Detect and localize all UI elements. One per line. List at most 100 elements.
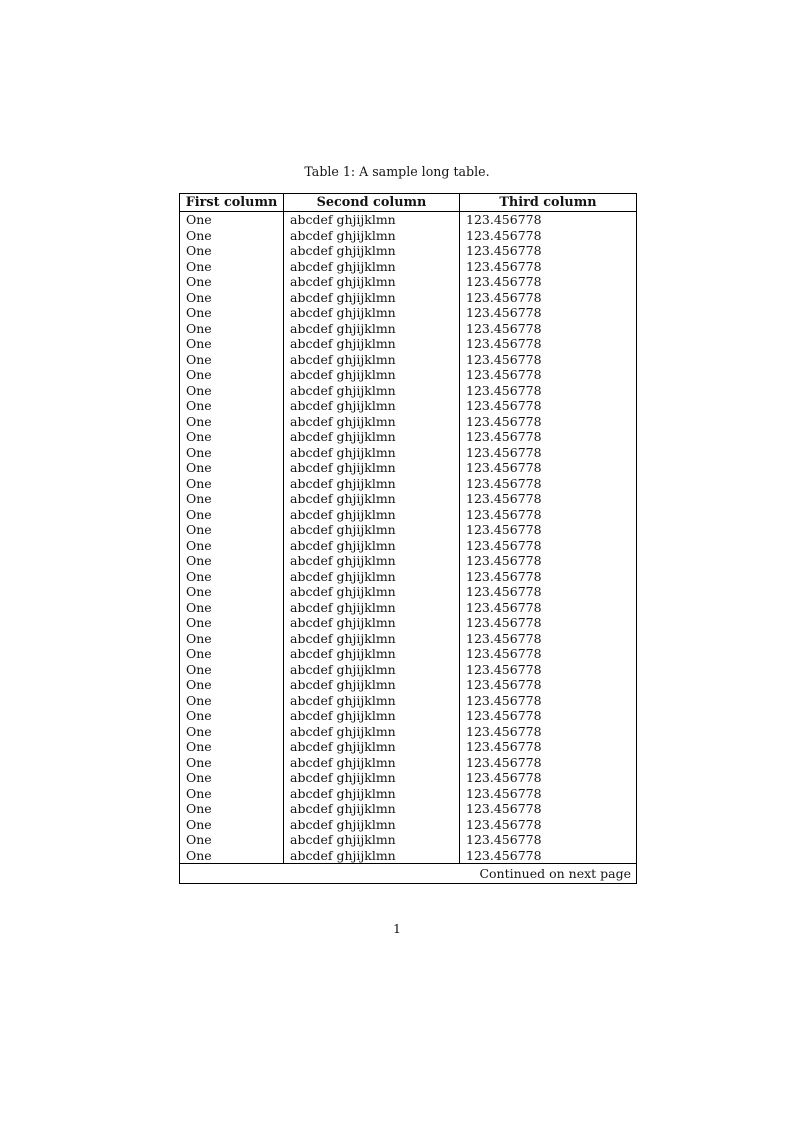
- table-cell-third: 123.456778: [459, 568, 637, 584]
- table-row: One abcdef ghjijklmn 123.456778: [180, 258, 637, 274]
- table-cell-first: One: [186, 692, 212, 708]
- table-cell-third: 123.456778: [459, 506, 637, 522]
- table-cell-third: 123.456778: [459, 785, 637, 801]
- table-cell-first: One: [186, 382, 212, 398]
- table-cell-third: 123.456778: [459, 382, 637, 398]
- table-cell-third: 123.456778: [459, 460, 637, 476]
- table-cell-third: 123.456778: [459, 258, 637, 274]
- table-cell-second: abcdef ghjijklmn: [283, 553, 460, 569]
- table-cell-first: One: [186, 522, 212, 537]
- table-cell-first: One: [186, 274, 212, 289]
- table-cell-third: 123.456778: [459, 832, 637, 848]
- table-row: One abcdef ghjijklmn 123.456778: [180, 553, 637, 569]
- table-cell-third: 123.456778: [459, 723, 637, 739]
- table-body: One abcdef ghjijklmn 123.456778 One abcd…: [180, 211, 637, 864]
- table-row: One abcdef ghjijklmn 123.456778: [180, 460, 637, 476]
- table-cell-third: 123.456778: [459, 475, 637, 491]
- table-cell-second: abcdef ghjijklmn: [283, 289, 460, 305]
- table-cell-second: abcdef ghjijklmn: [283, 677, 460, 693]
- table-cell-third: 123.456778: [459, 305, 637, 321]
- table-cell-second: abcdef ghjijklmn: [283, 336, 460, 352]
- table-cell-third: 123.456778: [459, 599, 637, 615]
- table-cell-third: 123.456778: [459, 708, 637, 724]
- table-cell-third: 123.456778: [459, 553, 637, 569]
- table-cell-second: abcdef ghjijklmn: [283, 274, 460, 290]
- table-cell-second: abcdef ghjijklmn: [283, 367, 460, 383]
- table-cell-second: abcdef ghjijklmn: [283, 382, 460, 398]
- table-cell-third: 123.456778: [459, 801, 637, 817]
- table-cell-second: abcdef ghjijklmn: [283, 770, 460, 786]
- table-row: One abcdef ghjijklmn 123.456778: [180, 770, 637, 786]
- table-cell-first: One: [186, 785, 212, 801]
- table-row: One abcdef ghjijklmn 123.456778: [180, 832, 637, 848]
- table-cell-third: 123.456778: [459, 398, 637, 414]
- table-cell-third: 123.456778: [459, 847, 637, 864]
- table-cell-third: 123.456778: [459, 289, 637, 305]
- table-cell-first: One: [186, 568, 212, 584]
- table-row: One abcdef ghjijklmn 123.456778: [180, 522, 637, 538]
- table-cell-second: abcdef ghjijklmn: [283, 444, 460, 460]
- table-cell-first: One: [186, 351, 212, 367]
- table-cell-second: abcdef ghjijklmn: [283, 429, 460, 445]
- table-cell-third: 123.456778: [459, 413, 637, 429]
- table-cell-first: One: [186, 258, 212, 274]
- table-row: One abcdef ghjijklmn 123.456778: [180, 723, 637, 739]
- table-cell-first: One: [186, 599, 212, 615]
- table-cell-second: abcdef ghjijklmn: [283, 522, 460, 538]
- table-cell-second: abcdef ghjijklmn: [283, 537, 460, 553]
- table-cell-first: One: [186, 816, 212, 832]
- table-cell-first: One: [186, 754, 212, 770]
- table-cell-first: One: [186, 677, 212, 692]
- table-cell-second: abcdef ghjijklmn: [283, 475, 460, 491]
- table-row: One abcdef ghjijklmn 123.456778: [180, 491, 637, 507]
- table-cell-first: One: [186, 615, 212, 630]
- table-row: One abcdef ghjijklmn 123.456778: [180, 599, 637, 615]
- continued-note: Continued on next page: [179, 863, 637, 884]
- table-row: One abcdef ghjijklmn 123.456778: [180, 661, 637, 677]
- table-cell-third: 123.456778: [459, 770, 637, 786]
- table-cell-second: abcdef ghjijklmn: [283, 413, 460, 429]
- table-row: One abcdef ghjijklmn 123.456778: [180, 351, 637, 367]
- table-cell-second: abcdef ghjijklmn: [283, 816, 460, 832]
- table-row: One abcdef ghjijklmn 123.456778: [180, 398, 637, 414]
- table-row: One abcdef ghjijklmn 123.456778: [180, 630, 637, 646]
- table-cell-third: 123.456778: [459, 630, 637, 646]
- table-cell-second: abcdef ghjijklmn: [283, 615, 460, 631]
- table-row: One abcdef ghjijklmn 123.456778: [180, 847, 637, 864]
- table-row: One abcdef ghjijklmn 123.456778: [180, 646, 637, 662]
- table-row: One abcdef ghjijklmn 123.456778: [180, 305, 637, 321]
- table-cell-first: One: [186, 429, 212, 444]
- table-cell-second: abcdef ghjijklmn: [283, 708, 460, 724]
- table-cell-first: One: [186, 444, 212, 460]
- table-row: One abcdef ghjijklmn 123.456778: [180, 584, 637, 600]
- table-cell-third: 123.456778: [459, 615, 637, 631]
- table-cell-third: 123.456778: [459, 211, 637, 228]
- table-cell-second: abcdef ghjijklmn: [283, 243, 460, 259]
- table-row: One abcdef ghjijklmn 123.456778: [180, 801, 637, 817]
- table-cell-second: abcdef ghjijklmn: [283, 568, 460, 584]
- table-row: One abcdef ghjijklmn 123.456778: [180, 211, 637, 228]
- table-cell-second: abcdef ghjijklmn: [283, 506, 460, 522]
- table-cell-first: One: [186, 646, 212, 661]
- table-cell-third: 123.456778: [459, 646, 637, 662]
- table-row: One abcdef ghjijklmn 123.456778: [180, 429, 637, 445]
- table-cell-first: One: [186, 770, 212, 785]
- table-cell-third: 123.456778: [459, 584, 637, 600]
- table-cell-third: 123.456778: [459, 739, 637, 755]
- table-cell-second: abcdef ghjijklmn: [283, 847, 460, 864]
- table-cell-third: 123.456778: [459, 274, 637, 290]
- table-cell-second: abcdef ghjijklmn: [283, 258, 460, 274]
- table-row: One abcdef ghjijklmn 123.456778: [180, 537, 637, 553]
- table-cell-third: 123.456778: [459, 227, 637, 243]
- table-cell-third: 123.456778: [459, 429, 637, 445]
- column-header-third: Third column: [459, 193, 637, 212]
- table-cell-first: One: [186, 367, 212, 382]
- table-cell-first: One: [186, 305, 212, 320]
- table-cell-first: One: [186, 336, 212, 351]
- table-cell-second: abcdef ghjijklmn: [283, 630, 460, 646]
- table-cell-third: 123.456778: [459, 816, 637, 832]
- table-cell-first: One: [186, 243, 212, 258]
- table-cell-second: abcdef ghjijklmn: [283, 211, 460, 228]
- table-cell-third: 123.456778: [459, 677, 637, 693]
